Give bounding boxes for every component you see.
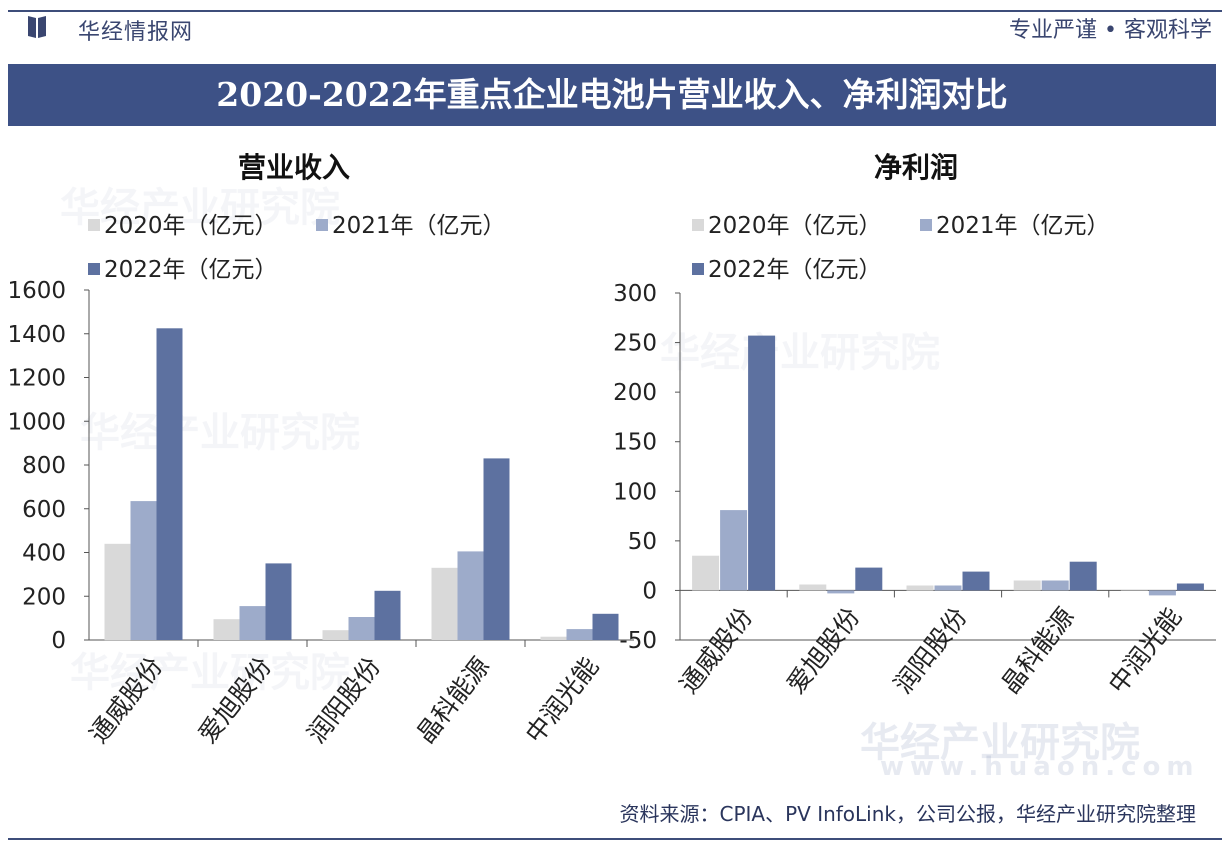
y-tick-label: 150 [613, 430, 657, 456]
bar-2020-爱旭股份 [799, 584, 827, 591]
bar-2021-中润光能 [566, 629, 593, 640]
legend-swatch [88, 262, 100, 275]
slogan: 专业严谨 • 客观科学 [1009, 18, 1212, 43]
bar-2020-晶科能源 [1013, 580, 1041, 591]
brand-name: 华经情报网 [78, 20, 194, 45]
legend-item-2022: 2022年（亿元） [692, 250, 882, 284]
bar-2020-润阳股份 [322, 630, 349, 640]
legend-item-2022: 2022年（亿元） [88, 250, 278, 284]
bar-2020-爱旭股份 [213, 619, 240, 640]
bar-2021-润阳股份 [348, 617, 375, 640]
bar-2020-晶科能源 [431, 567, 458, 640]
brand-logo-icon [28, 16, 46, 38]
bar-2022-晶科能源 [483, 458, 510, 640]
bar-2021-晶科能源 [457, 551, 484, 640]
legend-label: 2022年（亿元） [708, 257, 882, 283]
legend-label: 2021年（亿元） [936, 213, 1110, 239]
bar-2021-润阳股份 [934, 585, 962, 591]
bar-2021-通威股份 [130, 501, 157, 640]
legend-label: 2020年（亿元） [104, 213, 278, 239]
legend-item-2020: 2020年（亿元） [88, 206, 278, 240]
bottom-divider [8, 838, 1222, 840]
y-tick-label: 300 [613, 281, 657, 307]
bar-2020-润阳股份 [906, 585, 934, 591]
x-tick-label: 润阳股份 [302, 652, 386, 749]
x-tick-label: 中润光能 [1103, 602, 1187, 699]
legend-label: 2021年（亿元） [332, 213, 506, 239]
y-tick-label: 100 [613, 479, 657, 505]
x-tick-label: 爱旭股份 [781, 602, 865, 699]
bar-2022-爱旭股份 [265, 563, 292, 640]
legend-label: 2020年（亿元） [708, 213, 882, 239]
y-tick-label: 400 [22, 541, 66, 567]
legend-item-2021: 2021年（亿元） [316, 206, 506, 240]
y-tick-label: 1200 [7, 366, 66, 392]
x-tick-label: 晶科能源 [995, 602, 1079, 699]
bar-2022-爱旭股份 [855, 567, 883, 591]
bar-2022-润阳股份 [962, 571, 990, 591]
bar-2022-中润光能 [1176, 583, 1204, 591]
x-tick-label: 中润光能 [520, 652, 604, 749]
revenue-chart-title: 营业收入 [238, 151, 351, 184]
y-tick-label: 1600 [7, 278, 66, 304]
y-tick-label: 1400 [7, 322, 66, 348]
legend-item-2020: 2020年（亿元） [692, 206, 882, 240]
bar-2022-中润光能 [592, 613, 619, 641]
bar-2020-中润光能 [1120, 590, 1148, 591]
page-title: 2020-2022年重点企业电池片营业收入、净利润对比 [8, 64, 1216, 126]
y-tick-label: 200 [22, 584, 66, 610]
x-tick-label: 润阳股份 [888, 602, 972, 699]
bar-2020-中润光能 [540, 636, 567, 640]
y-tick-label: 0 [642, 578, 657, 604]
legend-swatch [316, 218, 328, 231]
x-tick-label: 晶科能源 [411, 652, 495, 749]
bar-2020-通威股份 [104, 543, 131, 641]
legend-swatch [692, 262, 704, 275]
legend-swatch [920, 218, 932, 231]
y-tick-label: 250 [613, 331, 657, 357]
x-tick-label: 通威股份 [674, 602, 758, 699]
bar-2022-通威股份 [156, 328, 183, 640]
y-tick-label: 600 [22, 497, 66, 523]
bar-2021-通威股份 [720, 510, 748, 591]
x-tick-label: 爱旭股份 [193, 652, 277, 749]
source-note: 资料来源：CPIA、PV InfoLink，公司公报，华经产业研究院整理 [619, 802, 1196, 826]
legend-swatch [88, 218, 100, 231]
legend-label: 2022年（亿元） [104, 257, 278, 283]
bar-2022-通威股份 [748, 335, 776, 591]
y-tick-label: -50 [619, 628, 657, 654]
bar-2021-中润光能 [1148, 590, 1176, 596]
y-tick-label: 200 [613, 380, 657, 406]
bar-2022-晶科能源 [1069, 561, 1097, 591]
y-tick-label: 0 [51, 628, 66, 654]
bar-2021-爱旭股份 [827, 590, 855, 594]
top-header-bar [8, 10, 1222, 64]
bar-2022-润阳股份 [374, 590, 401, 640]
y-tick-label: 1000 [7, 409, 66, 435]
legend-item-2021: 2021年（亿元） [920, 206, 1110, 240]
y-tick-label: 50 [628, 529, 657, 555]
x-tick-label: 通威股份 [84, 652, 168, 749]
profit-chart-title: 净利润 [874, 151, 959, 184]
bar-2021-晶科能源 [1041, 580, 1069, 591]
bar-2021-爱旭股份 [239, 606, 266, 640]
bar-2020-通威股份 [692, 555, 720, 591]
legend-swatch [692, 218, 704, 231]
y-tick-label: 800 [22, 453, 66, 479]
